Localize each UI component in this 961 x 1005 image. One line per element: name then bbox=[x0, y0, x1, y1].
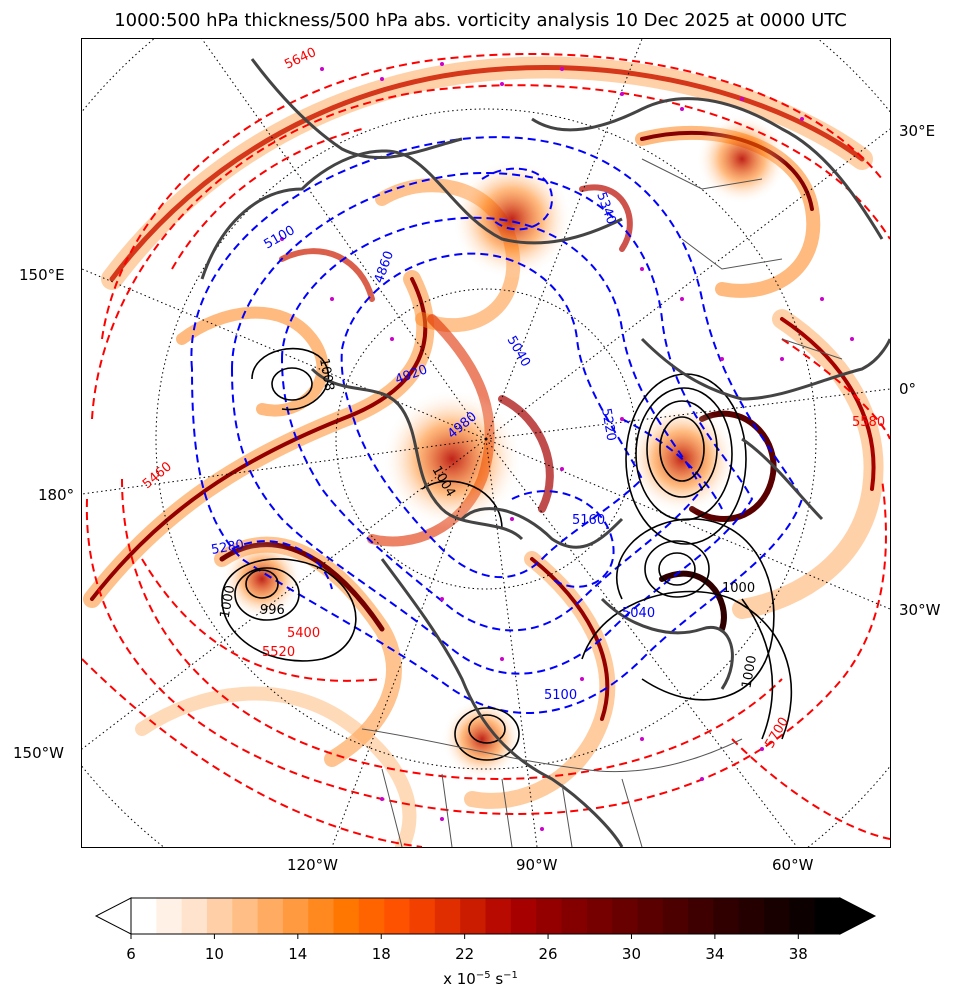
map-panel[interactable]: 5640 5460 5520 5400 5580 5700 5100 4860 … bbox=[81, 38, 891, 848]
colorbar-swatch bbox=[131, 898, 157, 934]
contour-label: 1000 bbox=[722, 581, 755, 596]
vorticity-maxima bbox=[222, 114, 787, 779]
colorbar-swatch bbox=[637, 898, 664, 934]
colorbar-extend-min bbox=[94, 897, 132, 935]
mslp-contours bbox=[221, 347, 793, 761]
contour-label: 5100 bbox=[262, 223, 298, 253]
colorbar-swatch bbox=[764, 898, 790, 934]
colorbar-tick-label: 14 bbox=[288, 945, 308, 963]
contour-label: 5460 bbox=[140, 459, 175, 492]
contour-label: 5040 bbox=[622, 606, 655, 621]
colorbar-swatch bbox=[460, 898, 486, 934]
lon-label-180: 180° bbox=[38, 486, 75, 504]
colorbar-swatch bbox=[713, 898, 740, 934]
contour-label: 996 bbox=[260, 603, 285, 618]
map-title: 1000:500 hPa thickness/500 hPa abs. vort… bbox=[114, 10, 847, 31]
contour-label: 1000 bbox=[739, 654, 760, 689]
colorbar-tick-label: 26 bbox=[538, 945, 558, 963]
contour-label: 1000 bbox=[218, 584, 239, 619]
colorbar-extend-max bbox=[839, 897, 877, 935]
colorbar-tick-label: 10 bbox=[204, 945, 224, 963]
colorbar-tick-label: 18 bbox=[371, 945, 391, 963]
colorbar-tick-label: 34 bbox=[705, 945, 725, 963]
colorbar-swatch bbox=[738, 898, 765, 934]
colorbar-swatch bbox=[333, 898, 360, 934]
coastlines bbox=[200, 58, 890, 847]
colorbar-swatch bbox=[206, 898, 233, 934]
colorbar-frame bbox=[130, 897, 841, 935]
contour-label: 5280 bbox=[210, 537, 245, 558]
contour-label: 5640 bbox=[282, 45, 318, 73]
thickness-contours-warm bbox=[82, 53, 890, 847]
colorbar-swatch bbox=[434, 898, 461, 934]
colorbar-swatches bbox=[94, 897, 877, 939]
contour-label: 5520 bbox=[262, 645, 295, 660]
contour-label: 5160 bbox=[572, 513, 605, 528]
polar-stereographic-map: 5640 5460 5520 5400 5580 5700 5100 4860 … bbox=[82, 39, 890, 847]
colorbar-swatch bbox=[561, 898, 588, 934]
lon-label-90w: 90°W bbox=[516, 856, 558, 874]
station-markers bbox=[280, 62, 854, 831]
colorbar-unit-label: x 10−5 s−1 bbox=[443, 970, 518, 988]
colorbar-swatch bbox=[536, 898, 562, 934]
colorbar-swatch bbox=[814, 898, 841, 934]
colorbar-swatch bbox=[257, 898, 284, 934]
colorbar bbox=[0, 890, 961, 1005]
colorbar-swatch bbox=[612, 898, 638, 934]
colorbar-swatch bbox=[662, 898, 689, 934]
contour-label: 1008 bbox=[316, 357, 337, 392]
colorbar-swatch bbox=[510, 898, 537, 934]
colorbar-swatch bbox=[181, 898, 208, 934]
contour-label: 5220 bbox=[598, 407, 619, 442]
colorbar-swatch bbox=[232, 898, 259, 934]
lon-label-150w: 150°W bbox=[13, 744, 64, 762]
contour-label: 5580 bbox=[852, 415, 885, 430]
thickness-contours-cold bbox=[190, 136, 804, 714]
contour-label: 5100 bbox=[544, 688, 577, 703]
colorbar-tick-label: 22 bbox=[455, 945, 475, 963]
borders bbox=[361, 158, 843, 847]
colorbar-swatch bbox=[156, 898, 183, 934]
colorbar-swatch bbox=[308, 898, 335, 934]
colorbar-swatch bbox=[282, 898, 309, 934]
colorbar-swatch bbox=[358, 898, 385, 934]
colorbar-swatch bbox=[789, 898, 816, 934]
colorbar-swatch bbox=[586, 898, 613, 934]
lon-label-60w: 60°W bbox=[772, 856, 814, 874]
contour-label: 5700 bbox=[762, 715, 792, 751]
contour-label: 4860 bbox=[372, 249, 397, 285]
colorbar-tick-label: 6 bbox=[126, 945, 136, 963]
lon-label-30e: 30°E bbox=[899, 122, 936, 140]
lon-label-120w: 120°W bbox=[287, 856, 338, 874]
lon-label-150e: 150°E bbox=[19, 266, 65, 284]
lon-label-0: 0° bbox=[899, 380, 917, 398]
colorbar-tick-label: 38 bbox=[788, 945, 808, 963]
graticule bbox=[82, 39, 890, 847]
colorbar-swatch bbox=[409, 898, 436, 934]
contour-label: 5400 bbox=[287, 626, 320, 641]
colorbar-swatch bbox=[688, 898, 714, 934]
colorbar-swatch bbox=[485, 898, 512, 934]
colorbar-tick-label: 30 bbox=[621, 945, 642, 963]
colorbar-swatch bbox=[384, 898, 411, 934]
lon-label-30w: 30°W bbox=[899, 601, 941, 619]
contour-label: 5040 bbox=[504, 334, 534, 370]
